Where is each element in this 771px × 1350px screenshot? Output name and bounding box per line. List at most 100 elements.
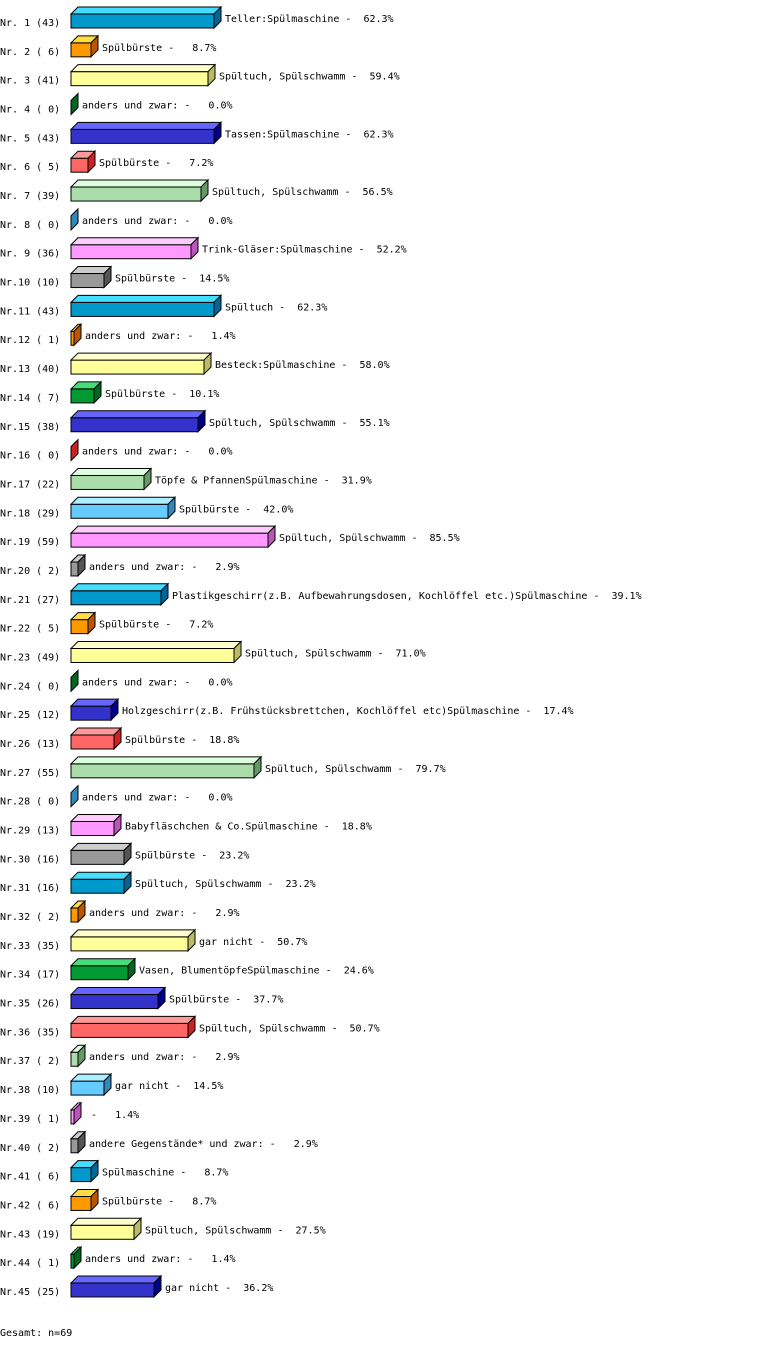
bar-top [69, 64, 217, 73]
bar-side [113, 813, 122, 837]
bar-front [70, 994, 159, 1010]
bar-value-label: anders und zwar: - 1.4% [85, 331, 236, 342]
bar-side [213, 294, 222, 318]
bar-value-label: Spültuch - 62.3% [225, 302, 327, 313]
bar-value-label: gar nicht - 14.5% [115, 1081, 223, 1092]
row-label: Nr.25 (12) [0, 710, 60, 721]
bar-side [200, 178, 209, 203]
bar-top [69, 1275, 163, 1284]
bar-front [70, 301, 215, 317]
row-label: Nr.16 ( 0) [0, 451, 60, 462]
row-label: Nr.39 ( 1) [0, 1114, 60, 1125]
bar-value-label: Spültuch, Spülschwamm - 27.5% [145, 1225, 326, 1236]
bar-front [70, 763, 255, 779]
bar-top [69, 410, 207, 419]
bar-side [77, 553, 86, 578]
bar-side [167, 496, 176, 520]
row-label: Nr. 1 (43) [0, 18, 60, 29]
bar-top [69, 525, 277, 534]
bar-side [103, 265, 112, 289]
bar-side [73, 1245, 82, 1270]
bar-value-label: Spülbürste - 18.8% [125, 735, 239, 746]
bar-side [123, 870, 132, 895]
bar-top [69, 496, 177, 505]
bar-value-label: Teller:Spülmaschine - 62.3% [225, 14, 394, 25]
bar-front [70, 1282, 155, 1298]
bar-side [90, 1188, 99, 1212]
bar-side [233, 640, 242, 664]
bar-front [70, 532, 269, 548]
bar-side [127, 957, 136, 981]
bar-value-label: Spültuch, Spülschwamm - 79.7% [265, 764, 446, 775]
row-label: Nr.38 (10) [0, 1085, 60, 1096]
row-label: Nr.32 ( 2) [0, 912, 60, 923]
row-label: Nr.19 (59) [0, 537, 60, 548]
bar-side [110, 697, 119, 722]
bar-top [69, 640, 243, 649]
bar-top [69, 352, 213, 361]
bar-front [70, 388, 95, 404]
bar-value-label: Spültuch, Spülschwamm - 23.2% [135, 879, 316, 890]
bar-side [113, 726, 122, 751]
bar-front [70, 936, 189, 952]
bar-front [70, 878, 125, 894]
bar-value-label: gar nicht - 50.7% [199, 937, 307, 948]
bar-value-label: Spültuch, Spülschwamm - 55.1% [209, 418, 390, 429]
bar-value-label: anders und zwar: - 1.4% [85, 1254, 236, 1265]
row-label: Nr.18 (29) [0, 508, 60, 519]
bar-value-label: Spülbürste - 8.7% [102, 1196, 216, 1207]
bar-value-label: Tassen:Spülmaschine - 62.3% [225, 129, 394, 140]
bar-top [69, 727, 123, 736]
bar-front [70, 503, 169, 519]
bar-front [70, 907, 79, 923]
bar-value-label: anders und zwar: - 2.9% [89, 1052, 240, 1063]
row-label: Nr.11 (43) [0, 306, 60, 317]
bar-side [70, 207, 79, 232]
row-label: Nr.40 ( 2) [0, 1143, 60, 1154]
bar-front [70, 619, 89, 635]
bar-top [69, 756, 263, 765]
row-label: Nr.33 (35) [0, 941, 60, 952]
bar-value-label: Besteck:Spülmaschine - 58.0% [215, 360, 390, 371]
row-label: Nr. 9 (36) [0, 249, 60, 260]
row-label: Nr.10 (10) [0, 278, 60, 289]
bar-side [87, 611, 96, 635]
bar-side [77, 899, 86, 924]
bar-side [77, 1130, 86, 1154]
row-label: Nr.21 (27) [0, 595, 60, 606]
bar-front [70, 561, 79, 577]
bar-top [69, 179, 210, 188]
bar-front [70, 705, 112, 721]
bar-value-label: Vasen, BlumentöpfeSpülmaschine - 24.6% [139, 966, 374, 977]
bar-front [70, 734, 115, 750]
bar-front [70, 128, 215, 144]
bar-front [70, 71, 209, 87]
bar-value-label: Spülbürste - 10.1% [105, 389, 219, 400]
bar-value-label: anders und zwar: - 2.9% [89, 562, 240, 573]
row-label: Nr. 8 ( 0) [0, 220, 60, 231]
bar-side [103, 1072, 112, 1097]
bar-side [160, 582, 169, 607]
bar-value-label: Spültuch, Spülschwamm - 71.0% [245, 648, 426, 659]
bar-side [70, 438, 79, 462]
bar-front [70, 42, 92, 58]
bar-side [153, 1274, 162, 1299]
bar-top [69, 958, 137, 967]
row-label: Nr. 3 (41) [0, 76, 60, 87]
row-label: Nr.36 (35) [0, 1027, 60, 1038]
bar-top [69, 294, 223, 303]
bar-value-label: anders und zwar: - 0.0% [82, 793, 233, 804]
bar-top [69, 871, 133, 880]
bar-front [70, 157, 89, 173]
bar-front [70, 590, 162, 606]
row-label: Nr.17 (22) [0, 479, 60, 490]
bar-top [69, 1015, 197, 1024]
row-label: Nr.27 (55) [0, 768, 60, 779]
bar-value-label: anders und zwar: - 0.0% [82, 677, 233, 688]
bar-side [73, 1101, 82, 1126]
bar-value-label: Spültuch, Spülschwamm - 56.5% [212, 187, 393, 198]
footer-total: Gesamt: n=69 [0, 1328, 72, 1339]
bar-side [70, 784, 79, 808]
row-label: Nr.44 ( 1) [0, 1258, 60, 1269]
bar-front [70, 474, 145, 490]
